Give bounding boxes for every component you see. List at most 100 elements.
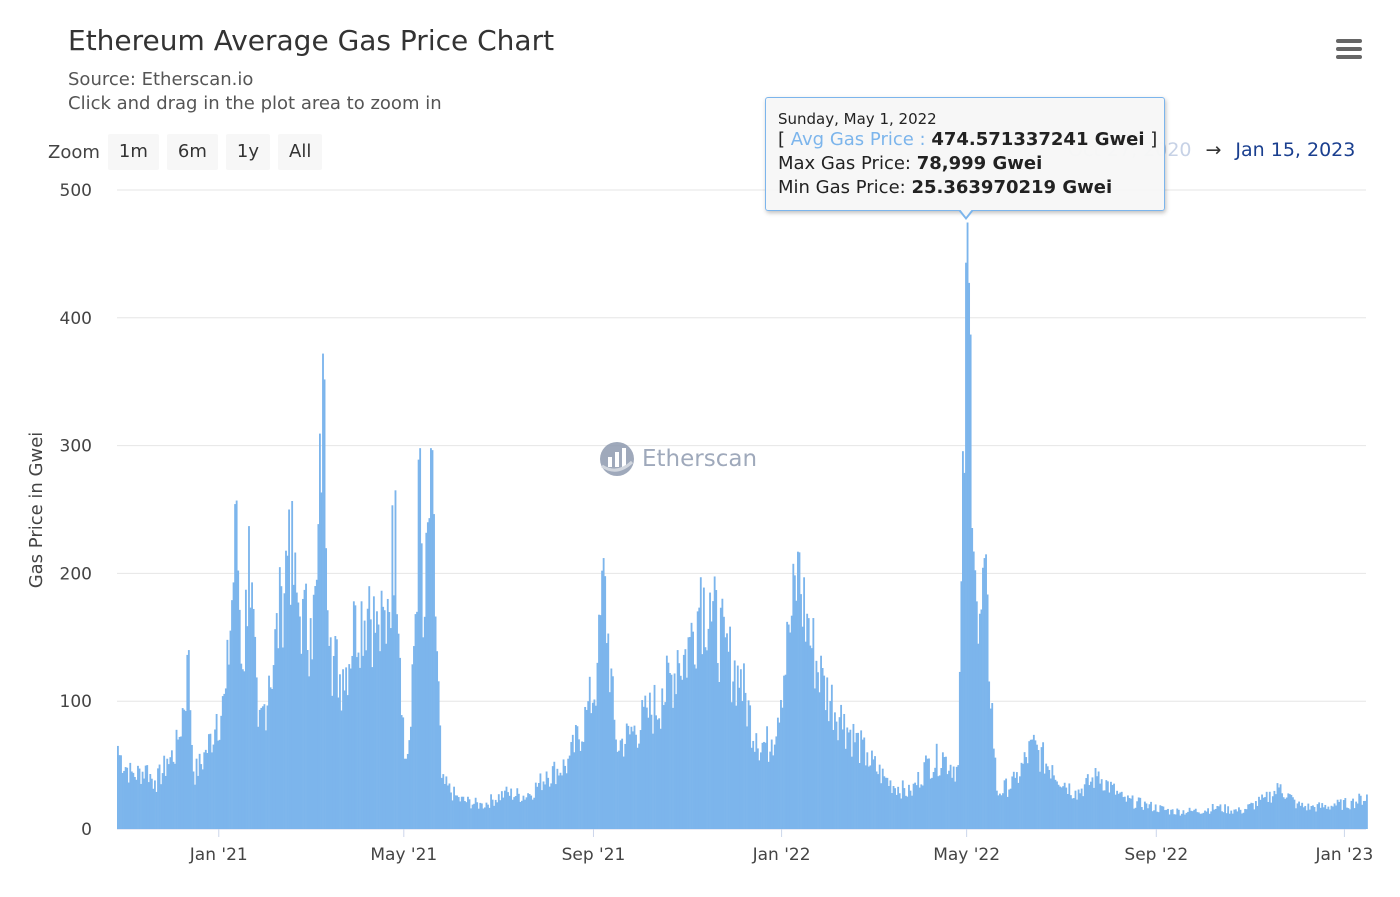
bar[interactable] [319,433,321,829]
bar[interactable] [753,751,756,829]
bar[interactable] [149,774,152,829]
bar[interactable] [900,798,903,829]
bar[interactable] [545,771,548,829]
bar[interactable] [140,783,142,829]
bar[interactable] [268,675,270,829]
bar[interactable] [379,651,381,829]
bar[interactable] [645,707,648,829]
bar[interactable] [1168,814,1171,829]
bar[interactable] [1207,808,1210,829]
bar[interactable] [1271,796,1274,829]
bar[interactable] [766,726,769,829]
bar[interactable] [1102,790,1105,829]
bar[interactable] [406,753,409,829]
bar[interactable] [1147,808,1149,829]
bar[interactable] [1191,811,1194,829]
bar[interactable] [599,615,602,829]
bar[interactable] [803,577,806,829]
bar[interactable] [937,776,940,829]
bar[interactable] [611,676,614,829]
bar[interactable] [554,784,557,829]
bar[interactable] [607,633,610,829]
bar[interactable] [468,799,471,829]
bar[interactable] [499,800,502,829]
bar[interactable] [317,524,320,829]
bar[interactable] [662,705,665,829]
bar[interactable] [450,792,452,829]
bar[interactable] [154,780,156,829]
bar[interactable] [1046,766,1049,829]
bar[interactable] [356,657,358,829]
bar[interactable] [656,719,659,829]
zoom-all-button[interactable]: All [278,134,323,170]
bar[interactable] [880,783,883,829]
bar[interactable] [496,802,499,829]
bar[interactable] [1136,801,1139,829]
bar[interactable] [681,679,684,829]
bar[interactable] [129,762,132,829]
bar[interactable] [1356,803,1359,830]
bar[interactable] [1049,778,1052,829]
bar[interactable] [786,621,789,829]
bar[interactable] [1350,800,1353,829]
bar[interactable] [1014,777,1017,829]
bar[interactable] [234,504,237,829]
bar[interactable] [260,707,263,829]
bar[interactable] [1134,807,1137,829]
bar[interactable] [635,734,637,829]
bar[interactable] [1313,807,1316,829]
bar[interactable] [345,667,348,829]
bar[interactable] [1025,757,1028,829]
bar[interactable] [311,659,314,829]
bar[interactable] [477,808,480,829]
bar[interactable] [787,624,790,829]
bar[interactable] [1227,806,1230,829]
bar[interactable] [434,616,437,829]
bar[interactable] [710,621,713,829]
bar[interactable] [969,334,972,829]
bar[interactable] [1231,813,1234,829]
bar[interactable] [517,793,520,829]
bar[interactable] [215,713,218,829]
bar[interactable] [891,793,893,829]
bar[interactable] [1234,809,1237,829]
bar[interactable] [1359,795,1362,829]
bar[interactable] [883,776,886,829]
bar[interactable] [271,688,274,829]
bar[interactable] [972,551,975,829]
bar[interactable] [864,765,867,829]
bar[interactable] [735,705,738,829]
bar[interactable] [366,608,369,829]
bar[interactable] [1003,780,1006,829]
bar[interactable] [1074,790,1077,829]
bar[interactable] [229,630,232,829]
bar[interactable] [135,779,138,829]
bar[interactable] [430,448,432,829]
bar[interactable] [593,699,596,830]
bar[interactable] [1328,809,1331,829]
bar[interactable] [755,733,758,829]
bar[interactable] [989,708,992,829]
bar[interactable] [665,655,668,829]
bar[interactable] [206,753,209,829]
bar[interactable] [300,653,303,829]
bar[interactable] [303,589,306,829]
bar[interactable] [516,788,519,829]
bar[interactable] [806,613,809,829]
bar[interactable] [661,688,664,829]
bar[interactable] [530,795,533,829]
bar[interactable] [1034,740,1037,829]
bar[interactable] [457,797,460,829]
bar[interactable] [957,765,960,829]
bar[interactable] [1036,744,1038,829]
bar[interactable] [1182,810,1185,829]
bar[interactable] [821,668,824,829]
bar[interactable] [220,715,223,829]
bar[interactable] [295,592,298,829]
bar[interactable] [399,657,402,829]
bar[interactable] [221,696,224,829]
bar[interactable] [1039,771,1041,829]
bar[interactable] [958,671,961,829]
bar[interactable] [1308,809,1311,829]
bar[interactable] [997,795,1000,829]
